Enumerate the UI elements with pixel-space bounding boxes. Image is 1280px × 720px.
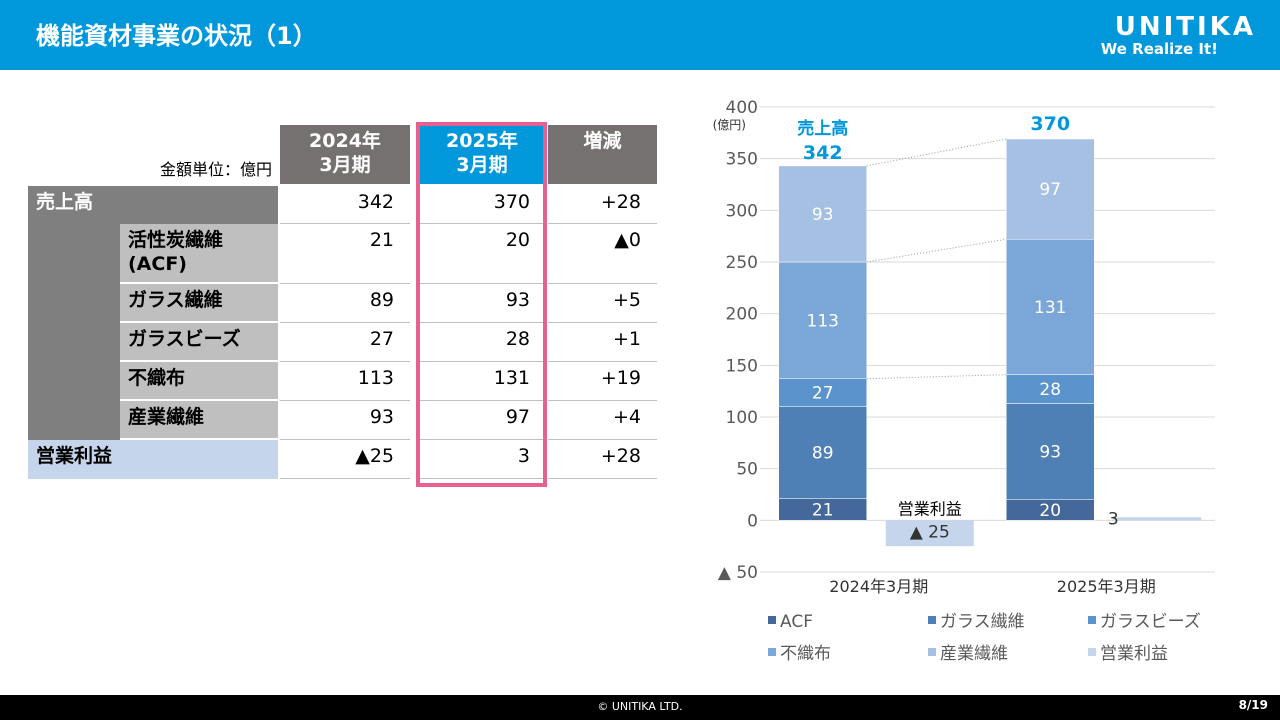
cell-value: +28	[548, 186, 657, 224]
legend-swatch	[928, 648, 936, 656]
legend-swatch	[928, 616, 936, 624]
cell-value: 89	[280, 284, 410, 323]
cell-value: 21	[280, 224, 410, 284]
cell-value: 342	[280, 186, 410, 224]
legend-swatch	[1088, 616, 1096, 624]
y-tick-label: 300	[726, 201, 758, 221]
total-value: 342	[803, 142, 843, 164]
unit-label: 金額単位：億円	[159, 160, 272, 179]
row-label: 売上高	[28, 186, 278, 224]
column-header: 増減	[548, 125, 657, 184]
cell-value: 97	[418, 401, 546, 440]
y-tick-label: 350	[726, 150, 758, 170]
annotation: 営業利益	[898, 499, 962, 518]
y-tick-label: 250	[726, 253, 758, 273]
slogan: We Realize It!	[1100, 40, 1218, 58]
connector	[866, 138, 1007, 167]
y-tick-label: ▲ 50	[718, 563, 758, 583]
total-value: 370	[1030, 113, 1070, 135]
chart: ▲ 50 0 50 100 150 200 250 300 350 400(億円) 2024年3月期…	[713, 98, 1215, 664]
cell-value: +19	[548, 362, 657, 401]
bar-value-label: 20	[1039, 501, 1061, 521]
bar-segment	[1006, 239, 1095, 375]
y-tick-label: 100	[726, 408, 758, 428]
bar-segment	[778, 406, 867, 499]
cell-value: 131	[418, 362, 546, 401]
legend-swatch	[1088, 648, 1096, 656]
column-header: 2025年 3月期	[418, 125, 546, 184]
row-label: 不織布	[120, 362, 278, 401]
bar-segment	[1006, 138, 1095, 240]
row-label: ガラスビーズ	[120, 323, 278, 362]
logo: UNITIKA	[1114, 12, 1256, 42]
copyright: © UNITIKA LTD.	[597, 700, 683, 713]
side-value-label: 3	[1108, 509, 1119, 529]
bar-value-label: 93	[1039, 443, 1061, 463]
bar-segment	[778, 378, 867, 407]
legend-label: ガラスビーズ	[1100, 612, 1201, 632]
bar-value-label: 28	[1039, 380, 1061, 400]
row-label: ガラス繊維	[120, 284, 278, 323]
legend-label: ACF	[780, 612, 813, 632]
row-label: 活性炭繊維 (ACF)	[120, 224, 278, 284]
bar-value-label: 27	[812, 384, 834, 404]
cell-value: 93	[418, 284, 546, 323]
legend-label: 産業繊維	[940, 644, 1008, 664]
cell-value: +4	[548, 401, 657, 440]
cell-value: 370	[418, 186, 546, 224]
connector	[866, 238, 1007, 263]
row-label: 営業利益	[28, 440, 278, 479]
cell-value: +1	[548, 323, 657, 362]
cell-value: 27	[280, 323, 410, 362]
group-band	[28, 186, 120, 440]
bar-value-label: 89	[812, 444, 834, 464]
y-tick-label: 0	[747, 511, 758, 531]
total-label: 売上高	[797, 118, 848, 139]
cell-value: 113	[280, 362, 410, 401]
y-tick-label: 200	[726, 305, 758, 325]
bar-value-label: 113	[807, 311, 839, 331]
y-tick-label: 150	[726, 356, 758, 376]
bar-value-label: 93	[812, 205, 834, 225]
title: 機能資材事業の状況（1）	[36, 22, 317, 50]
connector	[866, 374, 1007, 380]
y-tick-label: 50	[736, 460, 758, 480]
cell-value: ▲25	[280, 440, 410, 479]
y-unit: (億円)	[713, 118, 746, 132]
highlight-box	[416, 122, 547, 487]
row-label: 産業繊維	[120, 401, 278, 440]
bar-value-label: 21	[812, 500, 834, 520]
legend-swatch	[768, 648, 776, 656]
cell-value: +28	[548, 440, 657, 479]
bar-value-label: 131	[1034, 298, 1066, 318]
x-tick-label: 2024年3月期	[829, 577, 928, 596]
legend-label: ガラス繊維	[940, 612, 1025, 632]
legend-label: 不織布	[780, 644, 831, 664]
cell-value: 28	[418, 323, 546, 362]
cell-value: 93	[280, 401, 410, 440]
legend-label: 営業利益	[1100, 644, 1168, 664]
legend-swatch	[768, 616, 776, 624]
side-bar	[1113, 517, 1202, 521]
bar-segment	[778, 261, 867, 380]
side-value-label: ▲ 25	[910, 522, 950, 542]
cell-value: 3	[418, 440, 546, 479]
side-bar	[885, 520, 974, 547]
cell-value: +5	[548, 284, 657, 323]
header-bar	[0, 0, 1280, 70]
bar-segment	[1006, 374, 1095, 404]
column-header: 2024年 3月期	[280, 125, 410, 184]
cell-value: ▲0	[548, 224, 657, 284]
footer-bar	[0, 695, 1280, 720]
bar-segment	[778, 165, 867, 263]
y-tick-label: 400	[726, 98, 758, 118]
page-number: 8/19	[1238, 698, 1268, 712]
x-tick-label: 2025年3月期	[1057, 577, 1156, 596]
cell-value: 20	[418, 224, 546, 284]
bar-value-label: 97	[1039, 180, 1061, 200]
bar-segment	[1006, 403, 1095, 500]
